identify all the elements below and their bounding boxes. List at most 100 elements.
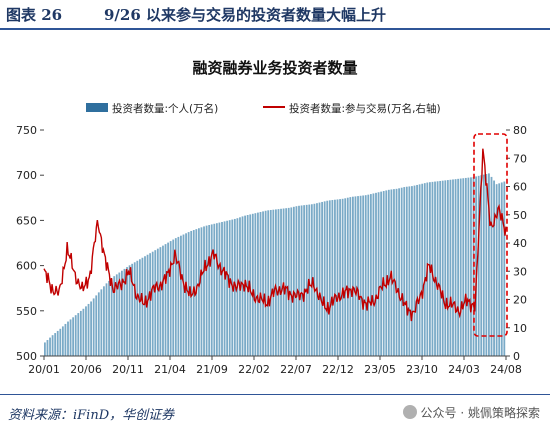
bar xyxy=(503,181,506,356)
x-tick-label: 22/12 xyxy=(322,363,354,376)
bar xyxy=(159,247,162,356)
bar xyxy=(254,213,257,356)
line-series xyxy=(43,148,507,322)
bar-series xyxy=(44,173,506,356)
bar xyxy=(56,330,59,356)
bar xyxy=(362,195,365,356)
bar xyxy=(341,198,344,356)
bar xyxy=(144,256,146,356)
bar xyxy=(408,186,411,356)
bar xyxy=(156,248,159,356)
bar xyxy=(398,188,400,356)
bar xyxy=(421,183,424,356)
bar xyxy=(382,191,385,356)
x-tick-label: 22/07 xyxy=(280,363,312,376)
bar xyxy=(459,178,462,356)
bar xyxy=(259,211,262,356)
bar xyxy=(87,303,90,356)
bar xyxy=(326,200,329,356)
y2-tick-label: 20 xyxy=(513,294,527,307)
bar xyxy=(359,195,362,356)
legend: 投资者数量:个人(万名) 投资者数量:参与交易(万名,右轴) xyxy=(86,102,441,115)
bar xyxy=(92,298,95,356)
y-tick-label: 550 xyxy=(16,305,37,318)
bar xyxy=(164,244,167,356)
bar xyxy=(126,267,128,356)
bar xyxy=(67,321,69,356)
footer: 资料来源：iFinD，华创证券 公众号 · 姚佩策略探索 xyxy=(0,394,550,430)
bar xyxy=(141,257,144,356)
bar xyxy=(241,216,244,356)
bar xyxy=(151,251,154,356)
footer-rule xyxy=(0,394,550,395)
bar xyxy=(303,205,306,356)
bar xyxy=(218,222,221,356)
bar xyxy=(477,175,480,356)
bar xyxy=(182,234,185,356)
x-tick-label: 20/01 xyxy=(28,363,60,376)
bar xyxy=(336,199,339,356)
y2-tick-label: 70 xyxy=(513,152,527,165)
bar xyxy=(90,301,92,356)
bar xyxy=(233,218,236,356)
x-tick-label: 21/09 xyxy=(196,363,228,376)
x-tick-label: 21/04 xyxy=(154,363,186,376)
bar xyxy=(372,193,375,356)
bar xyxy=(449,179,452,356)
bar xyxy=(321,201,323,356)
bar xyxy=(316,203,318,356)
bar xyxy=(228,220,231,356)
bar xyxy=(133,262,136,356)
bar xyxy=(277,209,280,356)
bar xyxy=(64,323,67,356)
bar xyxy=(467,177,470,356)
x-tick-label: 20/11 xyxy=(112,363,144,376)
bar xyxy=(313,203,316,356)
bar xyxy=(282,208,285,356)
x-tick-label: 23/10 xyxy=(406,363,438,376)
bar xyxy=(49,337,51,356)
y2-tick-label: 10 xyxy=(513,322,527,335)
bar xyxy=(285,208,288,356)
bar xyxy=(110,278,113,356)
bar xyxy=(115,274,118,356)
bar xyxy=(251,213,254,356)
chart-title: 融资融券业务投资者数量 xyxy=(192,59,357,77)
bar xyxy=(154,250,157,356)
bar xyxy=(480,175,483,356)
bar xyxy=(82,308,85,356)
bar xyxy=(226,220,229,356)
bar xyxy=(331,200,334,356)
x-tick-label: 24/03 xyxy=(448,363,480,376)
bar xyxy=(128,265,131,356)
bar xyxy=(131,263,134,356)
x-tick-label: 22/02 xyxy=(238,363,270,376)
bar xyxy=(462,178,465,356)
bar xyxy=(272,209,275,356)
wechat-icon xyxy=(402,405,417,419)
bar xyxy=(367,194,370,356)
bar xyxy=(210,224,213,356)
bar xyxy=(95,295,98,356)
bar xyxy=(108,280,110,356)
y-tick-label: 500 xyxy=(16,350,37,363)
bar xyxy=(418,184,421,356)
bar xyxy=(51,335,54,356)
bar xyxy=(357,196,359,356)
bar xyxy=(300,205,303,356)
bar xyxy=(454,179,457,356)
bar xyxy=(69,319,72,356)
watermark-text: 公众号 · 姚佩策略探索 xyxy=(420,406,540,420)
bar xyxy=(46,340,49,356)
bar xyxy=(472,177,475,356)
bar xyxy=(72,317,75,356)
bar xyxy=(339,199,341,356)
bar xyxy=(44,342,46,356)
bar xyxy=(105,283,108,356)
axes: 500 550 600 650 700 750 0 10 20 30 40 50 60 70 80 20/01… xyxy=(16,124,527,376)
chart: 融资融券业务投资者数量 投资者数量:个人(万名) 投资者数量:参与交易(万名,右… xyxy=(16,59,527,376)
bar xyxy=(203,226,205,356)
bar xyxy=(295,206,298,356)
bar xyxy=(221,221,223,356)
